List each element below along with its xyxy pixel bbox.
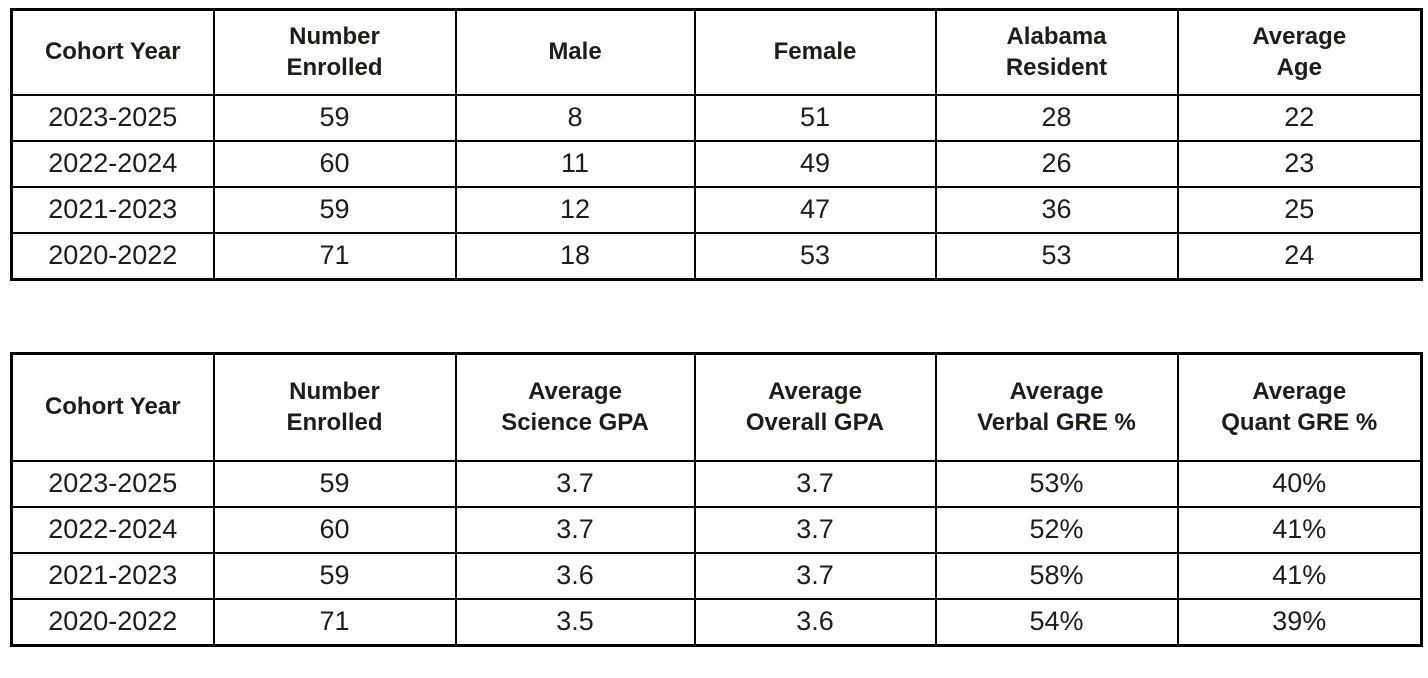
table-cell: 2021-2023 <box>10 552 215 600</box>
table-cell: 59 <box>212 460 457 508</box>
column-header: Cohort Year <box>10 352 215 462</box>
table-cell: 71 <box>212 232 457 281</box>
table-cell: 40% <box>1176 460 1423 508</box>
table-row: 2022-2024 60 3.7 3.7 52% 41% <box>10 506 1423 554</box>
table-cell: 3.7 <box>454 506 696 554</box>
table-cell: 53 <box>934 232 1179 281</box>
table-cell: 59 <box>212 186 457 234</box>
table-cell: 3.5 <box>454 598 696 647</box>
table-row: 2022-2024 60 11 49 26 23 <box>10 140 1423 188</box>
header-row: Cohort Year Number Enrolled Male Female Alab… <box>10 8 1423 96</box>
table-cell: 3.7 <box>693 552 937 600</box>
table-cell: 47 <box>693 186 937 234</box>
cohort-demographics-table: Cohort Year Number Enrolled Male Female Alab… <box>10 8 1423 281</box>
table-cell: 60 <box>212 506 457 554</box>
table-cell: 26 <box>934 140 1179 188</box>
table-row: 2023-2025 59 8 51 28 22 <box>10 94 1423 142</box>
table-cell: 54% <box>934 598 1179 647</box>
table-row: 2020-2022 71 18 53 53 24 <box>10 232 1423 281</box>
table-cell: 2022-2024 <box>10 140 215 188</box>
document-page: Cohort Year Number Enrolled Male Female Alab… <box>10 8 1423 647</box>
table-cell: 53 <box>693 232 937 281</box>
table-cell: 8 <box>454 94 696 142</box>
table-cell: 39% <box>1176 598 1423 647</box>
table-row: 2020-2022 71 3.5 3.6 54% 39% <box>10 598 1423 647</box>
table-cell: 52% <box>934 506 1179 554</box>
table-cell: 59 <box>212 552 457 600</box>
table-cell: 12 <box>454 186 696 234</box>
table-cell: 58% <box>934 552 1179 600</box>
table-cell: 2020-2022 <box>10 232 215 281</box>
table-cell: 53% <box>934 460 1179 508</box>
table-cell: 25 <box>1176 186 1423 234</box>
cohort-academics-table: Cohort Year Number Enrolled Average Scienc… <box>10 352 1423 647</box>
table-cell: 2020-2022 <box>10 598 215 647</box>
table-cell: 71 <box>212 598 457 647</box>
table-cell: 2023-2025 <box>10 460 215 508</box>
table-cell: 3.7 <box>454 460 696 508</box>
table-cell: 24 <box>1176 232 1423 281</box>
table-cell: 18 <box>454 232 696 281</box>
table-cell: 59 <box>212 94 457 142</box>
table-cell: 23 <box>1176 140 1423 188</box>
table-cell: 22 <box>1176 94 1423 142</box>
table-cell: 3.7 <box>693 460 937 508</box>
table-cell: 28 <box>934 94 1179 142</box>
table-cell: 2023-2025 <box>10 94 215 142</box>
column-header: Average Overall GPA <box>693 352 937 462</box>
column-header: Number Enrolled <box>212 8 457 96</box>
table-cell: 3.6 <box>693 598 937 647</box>
table-cell: 11 <box>454 140 696 188</box>
table-cell: 2022-2024 <box>10 506 215 554</box>
table-cell: 36 <box>934 186 1179 234</box>
table-row: 2023-2025 59 3.7 3.7 53% 40% <box>10 460 1423 508</box>
table-cell: 41% <box>1176 552 1423 600</box>
table-cell: 49 <box>693 140 937 188</box>
column-header: Male <box>454 8 696 96</box>
table-row: 2021-2023 59 12 47 36 25 <box>10 186 1423 234</box>
table-cell: 60 <box>212 140 457 188</box>
column-header: Average Quant GRE % <box>1176 352 1423 462</box>
table-cell: 3.7 <box>693 506 937 554</box>
column-header: Female <box>693 8 937 96</box>
column-header: Cohort Year <box>10 8 215 96</box>
column-header: Number Enrolled <box>212 352 457 462</box>
column-header: Alabama Resident <box>934 8 1179 96</box>
column-header: Average Science GPA <box>454 352 696 462</box>
column-header: Average Verbal GRE % <box>934 352 1179 462</box>
table-cell: 41% <box>1176 506 1423 554</box>
table-row: 2021-2023 59 3.6 3.7 58% 41% <box>10 552 1423 600</box>
header-row: Cohort Year Number Enrolled Average Scienc… <box>10 352 1423 462</box>
column-header: Average Age <box>1176 8 1423 96</box>
table-cell: 3.6 <box>454 552 696 600</box>
table-cell: 51 <box>693 94 937 142</box>
table-cell: 2021-2023 <box>10 186 215 234</box>
